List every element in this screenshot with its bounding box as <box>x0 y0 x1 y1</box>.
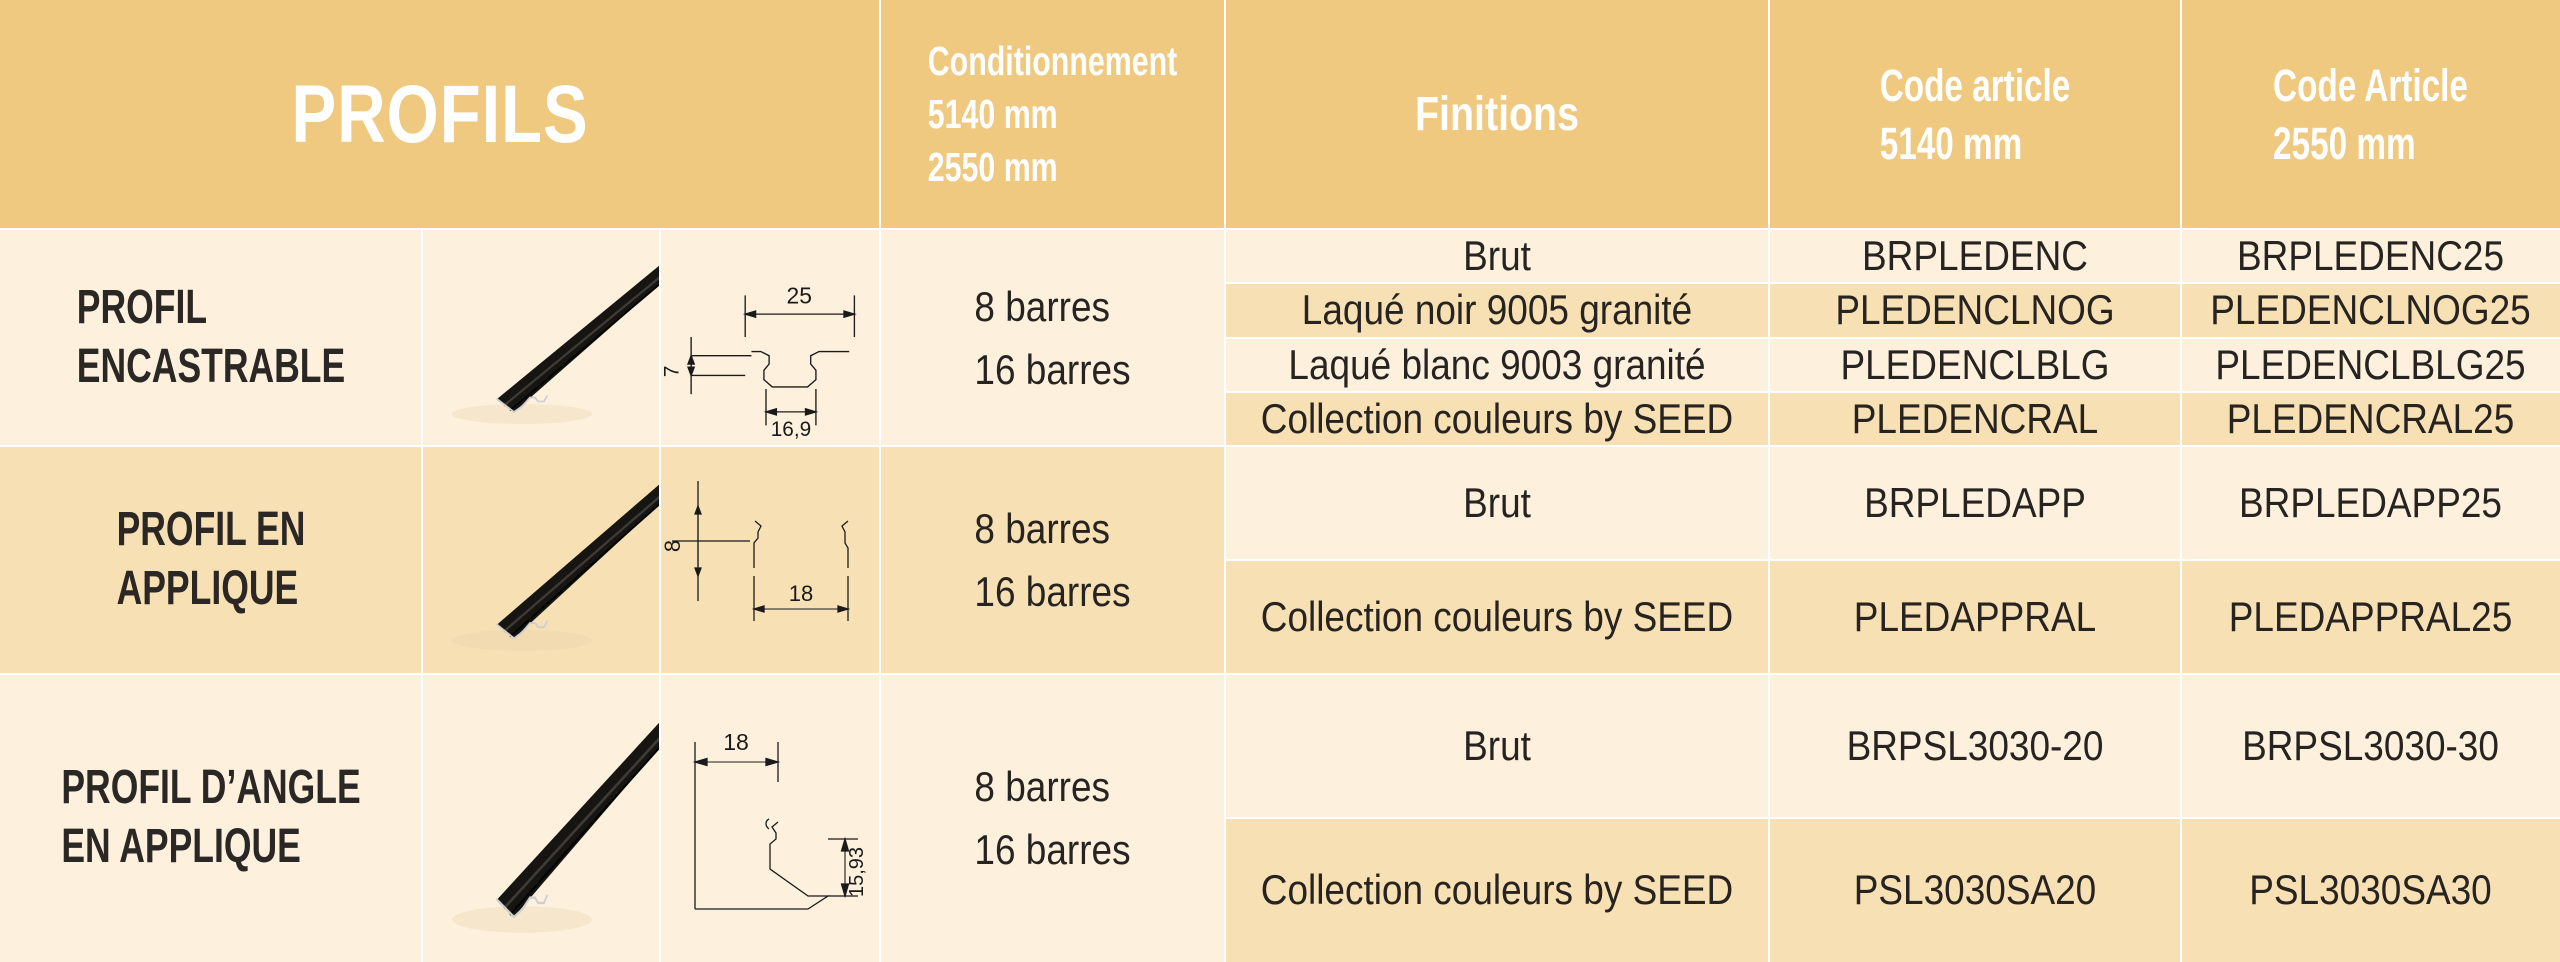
svg-text:8: 8 <box>660 540 685 552</box>
svg-text:16,9: 16,9 <box>771 418 811 441</box>
svg-text:18: 18 <box>723 729 749 755</box>
svg-text:7: 7 <box>661 366 684 378</box>
svg-text:25: 25 <box>787 283 812 309</box>
svg-text:15,93: 15,93 <box>846 847 868 897</box>
svg-text:18: 18 <box>789 581 813 606</box>
